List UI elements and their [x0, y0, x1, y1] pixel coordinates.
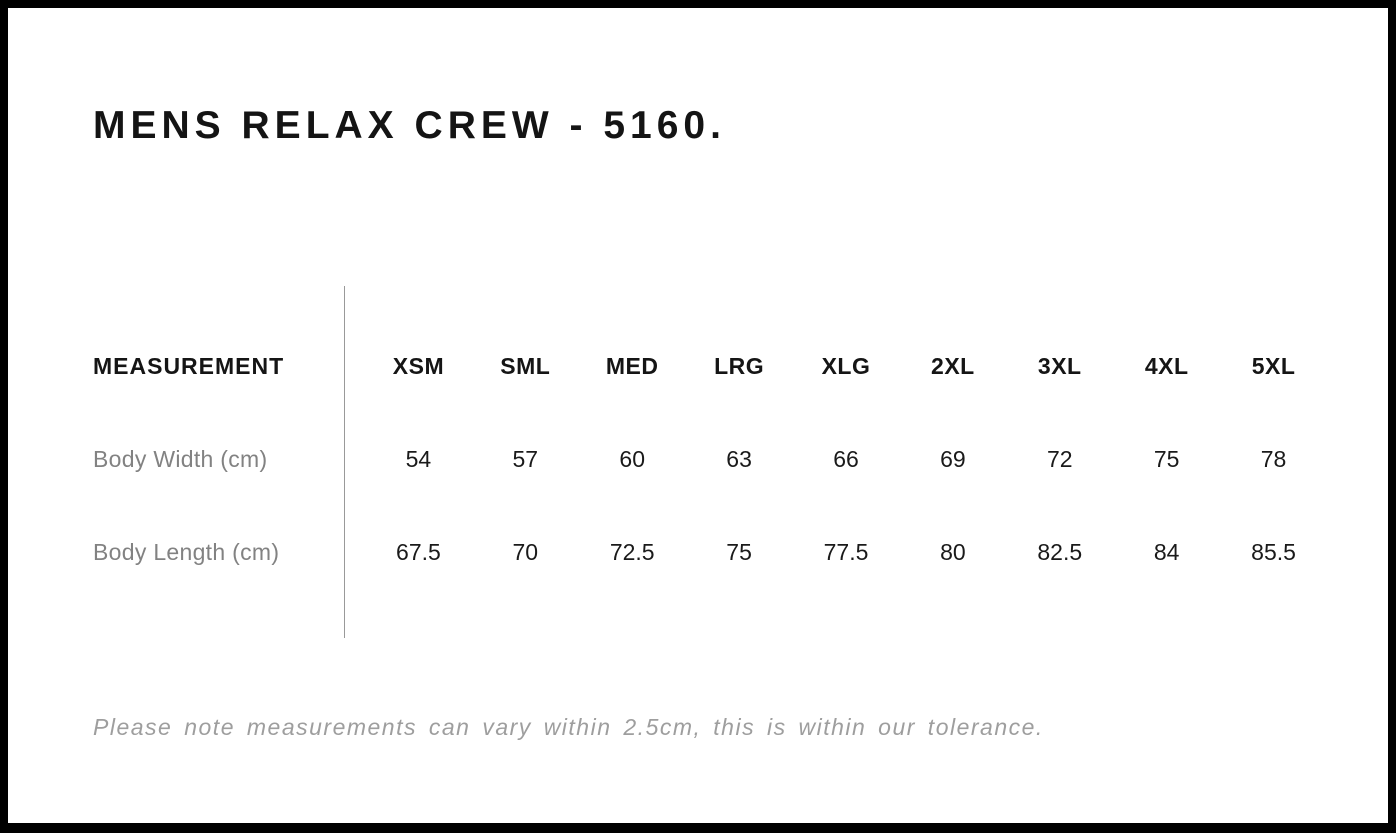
- body-length-value: 80: [940, 539, 966, 565]
- size-values-column: XSM SML MED LRG XLG 2XL 3XL 4XL 5XL 54 5…: [344, 286, 1327, 638]
- body-length-value: 72.5: [609, 539, 655, 565]
- size-header-row: XSM SML MED LRG XLG 2XL 3XL 4XL 5XL: [365, 320, 1327, 413]
- tolerance-note: Please note measurements can vary within…: [93, 714, 1044, 740]
- size-header-3xl: 3XL: [1037, 353, 1082, 379]
- body-width-value: 63: [726, 446, 752, 472]
- size-header-sml: SML: [500, 353, 551, 379]
- row-label-body-length: Body Length (cm): [93, 539, 280, 565]
- column-header-measurement: MEASUREMENT: [93, 353, 285, 379]
- body-length-value: 82.5: [1037, 539, 1083, 565]
- size-header-5xl: 5XL: [1251, 353, 1296, 379]
- body-width-value: 60: [619, 446, 645, 472]
- size-header-4xl: 4XL: [1144, 353, 1189, 379]
- body-length-value: 84: [1153, 539, 1180, 565]
- table-row: Body Width (cm): [93, 413, 344, 506]
- table-header-row: MEASUREMENT: [93, 320, 344, 413]
- body-length-value: 70: [512, 539, 539, 565]
- size-header-lrg: LRG: [714, 353, 765, 379]
- body-length-value: 67.5: [396, 539, 441, 565]
- size-header-med: MED: [605, 353, 659, 379]
- body-length-row: 67.5 70 72.5 75 77.5 80 82.5 84 85.5: [365, 506, 1327, 599]
- body-width-row: 54 57 60 63 66 69 72 75 78: [365, 413, 1327, 506]
- size-header-2xl: 2XL: [931, 353, 975, 379]
- size-header-xsm: XSM: [392, 353, 445, 379]
- body-width-value: 72: [1046, 446, 1073, 472]
- body-width-value: 75: [1153, 446, 1180, 472]
- table-row: Body Length (cm): [93, 506, 344, 599]
- page-title: MENS RELAX CREW - 5160.: [93, 104, 726, 147]
- size-header-xlg: XLG: [821, 353, 871, 379]
- body-width-value: 57: [512, 446, 539, 472]
- body-width-value: 66: [833, 446, 859, 472]
- row-label-body-width: Body Width (cm): [93, 446, 268, 472]
- body-length-value: 85.5: [1251, 539, 1296, 565]
- measurement-label-column: MEASUREMENT Body Width (cm) Body Length …: [93, 286, 344, 638]
- body-width-value: 78: [1260, 446, 1287, 472]
- body-width-value: 54: [405, 446, 432, 472]
- body-length-value: 77.5: [823, 539, 869, 565]
- body-length-value: 75: [726, 539, 752, 565]
- size-chart-table: MEASUREMENT Body Width (cm) Body Length …: [93, 286, 1327, 638]
- body-width-value: 69: [940, 446, 966, 472]
